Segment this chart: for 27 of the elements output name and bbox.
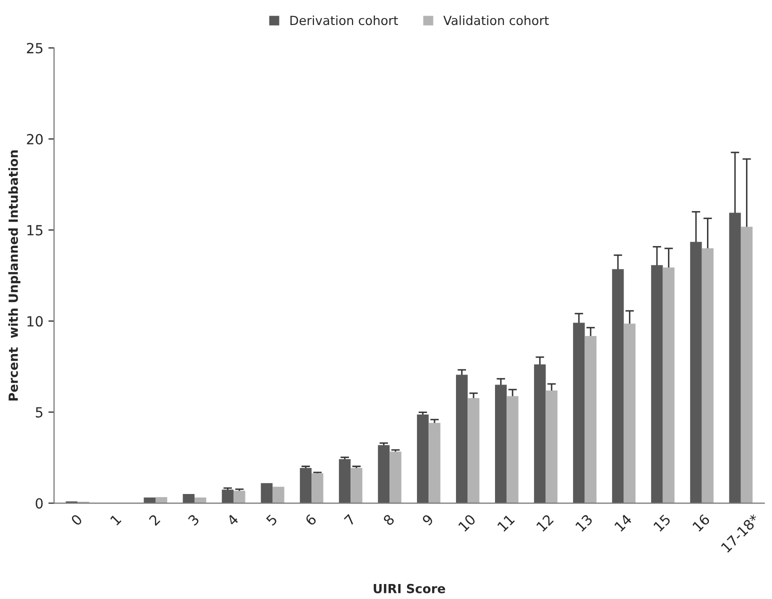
x-tick-label: 2 — [148, 514, 160, 526]
x-tick-label: 8 — [382, 514, 395, 526]
x-tick-label: 15 — [653, 514, 672, 532]
x-tick-label: 12 — [536, 514, 554, 532]
x-tick-label: 14 — [614, 514, 632, 532]
legend-label: Derivation cohort — [290, 15, 398, 26]
y-tick-label: 5 — [36, 407, 42, 418]
y-tick-label: 15 — [27, 225, 42, 236]
x-axis-title: UIRI Score — [374, 584, 446, 594]
x-tick-label: 6 — [304, 514, 317, 526]
y-tick-label: 20 — [26, 134, 43, 144]
x-tick-label: 5 — [266, 514, 278, 526]
y-tick-label: 25 — [26, 42, 42, 54]
y-tick-label: 0 — [36, 498, 43, 509]
x-tick-label: 10 — [458, 514, 476, 532]
x-tick-label: 0 — [70, 514, 83, 526]
x-tick-label: 1 — [110, 514, 122, 526]
y-tick-label: 10 — [27, 316, 43, 327]
legend-label: Validation cohort — [443, 15, 549, 26]
x-tick-label: 16 — [692, 514, 710, 532]
x-tick-label: 7 — [344, 514, 356, 526]
y-axis-title: Percent with Unplanned Intubation — [8, 150, 20, 400]
x-tick-label: 11 — [497, 514, 515, 532]
x-tick-label: 3 — [188, 514, 200, 526]
x-tick-label: 4 — [226, 514, 239, 526]
x-tick-label: 9 — [422, 514, 434, 526]
x-tick-label: 13 — [575, 514, 594, 532]
